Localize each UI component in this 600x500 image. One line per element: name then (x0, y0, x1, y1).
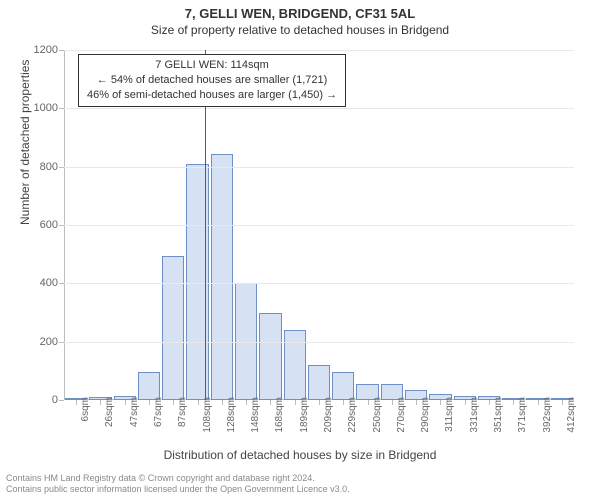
x-tick-label: 209sqm (323, 397, 334, 433)
y-gridline (64, 342, 574, 343)
footer-attribution: Contains HM Land Registry data © Crown c… (6, 473, 350, 496)
y-gridline (64, 283, 574, 284)
x-tick (246, 400, 247, 405)
y-tick-label: 600 (40, 219, 58, 231)
chart-container: 7, GELLI WEN, BRIDGEND, CF31 5AL Size of… (0, 0, 600, 500)
x-axis-label: Distribution of detached houses by size … (0, 448, 600, 462)
plot-area: 6sqm26sqm47sqm67sqm87sqm108sqm128sqm148s… (64, 50, 574, 400)
x-tick-label: 270sqm (396, 397, 407, 433)
x-tick-label: 148sqm (250, 397, 261, 433)
y-tick (59, 342, 64, 343)
x-tick (270, 400, 271, 405)
x-tick (343, 400, 344, 405)
bar (162, 256, 184, 400)
x-tick-label: 371sqm (517, 397, 528, 433)
page-title: 7, GELLI WEN, BRIDGEND, CF31 5AL (0, 0, 600, 21)
info-line-1: 7 GELLI WEN: 114sqm (87, 58, 337, 73)
y-tick-label: 800 (40, 161, 58, 173)
y-tick (59, 225, 64, 226)
bar (308, 365, 330, 400)
x-tick (100, 400, 101, 405)
x-tick (76, 400, 77, 405)
x-tick-label: 168sqm (274, 397, 285, 433)
x-tick (319, 400, 320, 405)
bar (284, 330, 306, 400)
y-tick (59, 108, 64, 109)
x-tick-label: 392sqm (542, 397, 553, 433)
y-gridline (64, 50, 574, 51)
x-tick (392, 400, 393, 405)
x-tick (538, 400, 539, 405)
x-tick-label: 331sqm (469, 397, 480, 433)
x-tick-label: 311sqm (444, 397, 455, 432)
x-tick (149, 400, 150, 405)
y-tick (59, 167, 64, 168)
x-tick (222, 400, 223, 405)
bar (332, 372, 354, 400)
y-tick (59, 283, 64, 284)
x-tick (295, 400, 296, 405)
info-line-2: ← 54% of detached houses are smaller (1,… (87, 73, 337, 88)
x-tick-label: 128sqm (226, 397, 237, 433)
x-tick (368, 400, 369, 405)
x-tick-label: 290sqm (420, 397, 431, 433)
x-tick (198, 400, 199, 405)
x-tick-label: 108sqm (202, 397, 213, 433)
info-line-3: 46% of semi-detached houses are larger (… (87, 88, 337, 103)
x-tick (440, 400, 441, 405)
bar (211, 154, 233, 400)
page-subtitle: Size of property relative to detached ho… (0, 23, 600, 37)
y-gridline (64, 167, 574, 168)
x-tick-label: 67sqm (153, 397, 164, 427)
x-tick (173, 400, 174, 405)
bar (259, 313, 281, 401)
y-tick (59, 400, 64, 401)
footer-line-1: Contains HM Land Registry data © Crown c… (6, 473, 350, 485)
y-tick-label: 0 (52, 394, 58, 406)
y-axis-label: Number of detached properties (18, 60, 32, 225)
x-tick-label: 351sqm (493, 397, 504, 433)
y-gridline (64, 108, 574, 109)
x-tick (489, 400, 490, 405)
y-tick-label: 1000 (34, 102, 58, 114)
x-tick (465, 400, 466, 405)
bar (138, 372, 160, 400)
x-tick-label: 229sqm (347, 397, 358, 433)
footer-line-2: Contains public sector information licen… (6, 484, 350, 496)
x-tick-label: 189sqm (299, 397, 310, 433)
x-tick (125, 400, 126, 405)
reference-info-box: 7 GELLI WEN: 114sqm← 54% of detached hou… (78, 54, 346, 107)
y-tick-label: 400 (40, 277, 58, 289)
y-gridline (64, 225, 574, 226)
x-tick-label: 47sqm (129, 397, 140, 427)
x-tick-label: 87sqm (177, 397, 188, 427)
x-tick-label: 26sqm (104, 397, 115, 427)
x-tick-label: 412sqm (566, 397, 577, 433)
x-tick (416, 400, 417, 405)
y-tick (59, 50, 64, 51)
y-tick-label: 200 (40, 336, 58, 348)
x-tick-label: 6sqm (80, 397, 91, 421)
x-tick (513, 400, 514, 405)
y-tick-label: 1200 (34, 44, 58, 56)
x-tick-label: 250sqm (372, 397, 383, 433)
x-tick (562, 400, 563, 405)
